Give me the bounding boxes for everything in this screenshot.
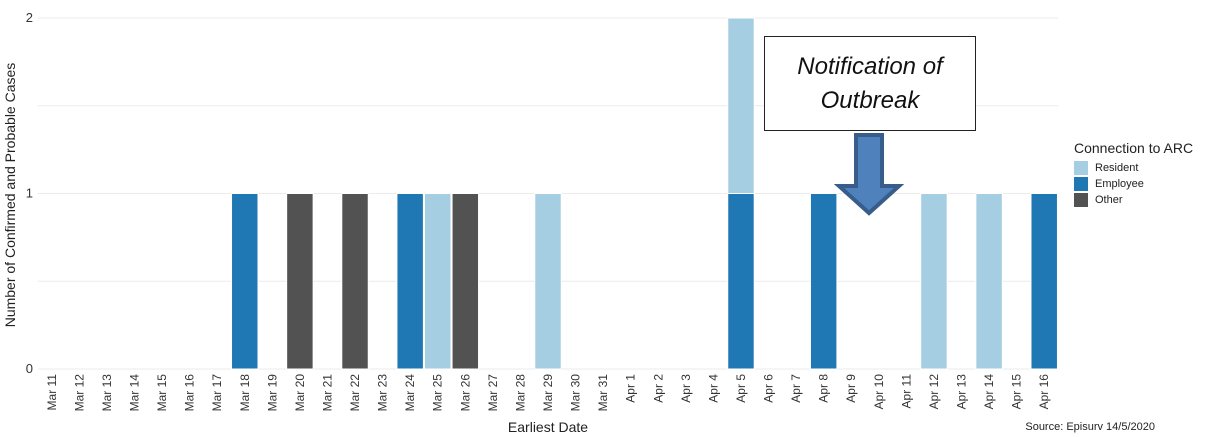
y-tick-labels: 0 1 2 <box>26 10 33 376</box>
x-tick-label: Apr 10 <box>872 374 886 410</box>
x-tick-labels: Mar 11 Mar 12 Mar 13 Mar 14 Mar 15 Mar 16 Mar … <box>45 374 1051 412</box>
x-tick-label: Mar 22 <box>348 374 362 412</box>
x-tick-label: Mar 17 <box>210 374 224 412</box>
x-tick-label: Apr 15 <box>1010 374 1024 410</box>
bar-resident-apr-12 <box>920 193 948 370</box>
x-tick-label: Mar 19 <box>265 374 279 412</box>
x-tick-label: Mar 27 <box>486 374 500 412</box>
legend-swatch <box>1074 161 1088 175</box>
bar-employee-apr-8 <box>809 193 838 370</box>
x-tick-label: Apr 16 <box>1037 374 1051 410</box>
legend-item-other: Other <box>1074 192 1193 208</box>
x-tick-label: Apr 14 <box>982 374 996 410</box>
legend-item-resident: Resident <box>1074 160 1193 176</box>
y-tick-label: 2 <box>26 10 33 25</box>
x-tick-label: Mar 18 <box>238 374 252 412</box>
x-tick-label: Mar 30 <box>569 374 583 412</box>
x-tick-label: Mar 29 <box>541 374 555 412</box>
bar-resident-apr-5 <box>727 17 755 194</box>
x-tick-label: Mar 26 <box>458 374 472 412</box>
bar-employee-mar-24 <box>396 193 424 370</box>
x-tick-label: Apr 5 <box>734 374 748 403</box>
x-tick-label: Mar 16 <box>183 374 197 412</box>
bar-resident-mar-29 <box>534 193 562 370</box>
x-axis-label: Earliest Date <box>507 419 589 435</box>
legend-label: Other <box>1095 194 1123 206</box>
y-axis-label: Number of Confirmed and Probable Cases <box>2 62 18 328</box>
bar-employee-apr-16 <box>1030 193 1058 370</box>
bar-other-mar-20 <box>286 193 314 370</box>
x-tick-label: Apr 1 <box>624 374 638 403</box>
legend-title: Connection to ARC <box>1074 140 1194 156</box>
bar-other-mar-22 <box>341 193 369 370</box>
legend-label: Resident <box>1095 162 1139 174</box>
x-tick-label: Apr 9 <box>844 374 858 403</box>
x-tick-label: Apr 13 <box>955 374 969 410</box>
down-arrow-icon <box>833 133 905 216</box>
bar-resident-apr-14 <box>975 193 1003 370</box>
x-tick-label: Mar 15 <box>155 374 169 412</box>
x-tick-label: Apr 11 <box>899 374 913 409</box>
legend-label: Employee <box>1095 178 1144 190</box>
callout-line-2: Outbreak <box>820 86 920 114</box>
x-tick-label: Apr 12 <box>927 374 941 410</box>
x-tick-label: Mar 24 <box>403 374 417 412</box>
x-tick-label: Mar 12 <box>72 374 86 412</box>
x-tick-label: Mar 25 <box>431 374 445 412</box>
x-tick-label: Mar 14 <box>127 374 141 412</box>
x-tick-label: Apr 6 <box>762 374 776 403</box>
x-tick-label: Mar 11 <box>45 374 59 411</box>
x-tick-label: Apr 3 <box>679 374 693 403</box>
bar-resident-mar-25 <box>423 193 452 370</box>
y-tick-label: 0 <box>26 361 33 376</box>
bar-employee-mar-18 <box>231 193 259 370</box>
legend: Connection to ARC Resident Employee Other <box>1074 140 1193 208</box>
legend-item-employee: Employee <box>1074 176 1193 192</box>
x-tick-label: Apr 2 <box>651 374 665 403</box>
callout-line-1: Notification of <box>797 52 943 80</box>
legend-items: Resident Employee Other <box>1074 160 1193 208</box>
x-tick-label: Mar 23 <box>376 374 390 412</box>
bar-other-mar-26 <box>451 193 480 370</box>
x-tick-label: Mar 28 <box>513 374 527 412</box>
bars <box>231 17 1058 370</box>
source-note: Source: Episurv 14/5/2020 <box>1025 421 1155 433</box>
x-tick-label: Mar 20 <box>293 374 307 412</box>
y-tick-label: 1 <box>26 186 33 201</box>
legend-swatch <box>1074 193 1088 207</box>
x-tick-label: Mar 21 <box>320 374 334 412</box>
x-tick-label: Mar 13 <box>100 374 114 412</box>
x-tick-label: Mar 31 <box>596 374 610 412</box>
x-tick-label: Apr 4 <box>706 374 720 403</box>
legend-swatch <box>1074 177 1088 191</box>
bar-employee-apr-5 <box>727 193 755 370</box>
x-tick-label: Apr 7 <box>789 374 803 403</box>
x-tick-label: Apr 8 <box>817 374 831 403</box>
outbreak-arrow <box>833 133 905 216</box>
notification-callout-box: Notification of Outbreak <box>764 36 976 131</box>
